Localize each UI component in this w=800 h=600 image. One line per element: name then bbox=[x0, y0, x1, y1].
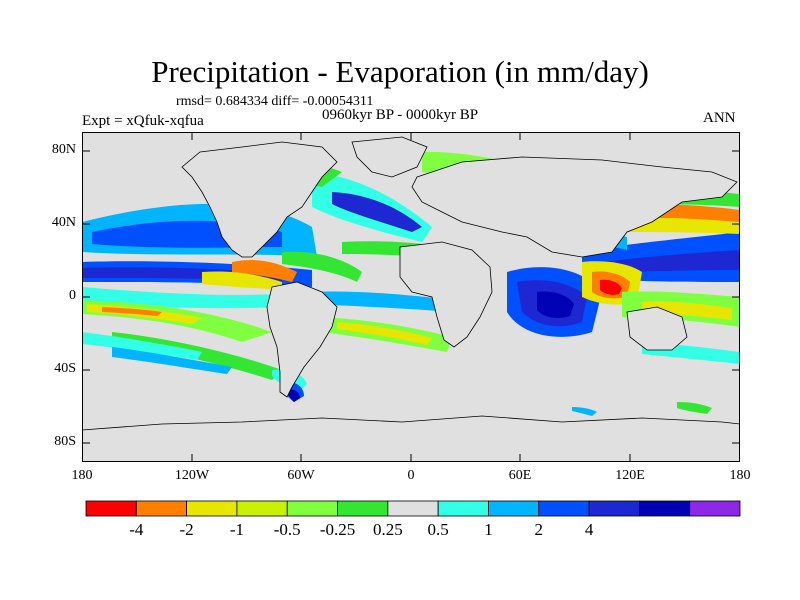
colorbar-swatch bbox=[538, 500, 590, 517]
colorbar-swatch bbox=[236, 500, 288, 517]
colorbar-tick-label: -0.25 bbox=[319, 520, 356, 539]
lon-label-60e: 60E bbox=[508, 468, 532, 483]
colorbar-swatch bbox=[337, 500, 389, 517]
lat-ticks bbox=[82, 150, 740, 444]
colorbar-tick-label: 1 bbox=[484, 520, 493, 539]
map-plot bbox=[82, 132, 740, 462]
chart-title: Precipitation - Evaporation (in mm/day) bbox=[151, 54, 649, 89]
lon-label-180e: 180 bbox=[729, 468, 751, 483]
period-label: 0960kyr BP - 0000kyr BP bbox=[322, 107, 479, 123]
colorbar-tick-label: 2 bbox=[534, 520, 544, 539]
lon-label-60w: 60W bbox=[287, 468, 315, 483]
lat-label-0: 0 bbox=[69, 288, 76, 303]
lon-label-0: 0 bbox=[407, 468, 415, 483]
colorbar bbox=[85, 500, 741, 517]
colorbar-tick-label: -4 bbox=[129, 520, 144, 539]
lat-label-80n: 80N bbox=[51, 142, 76, 157]
colorbar-swatch bbox=[689, 500, 741, 517]
stats-text: rmsd= 0.684334 diff= -0.00054311 bbox=[176, 94, 374, 109]
colorbar-swatch bbox=[85, 500, 137, 517]
colorbar-tick-label: -1 bbox=[229, 520, 244, 539]
land-coastlines bbox=[82, 136, 740, 462]
colorbar-swatch bbox=[387, 500, 439, 517]
colorbar-swatch bbox=[135, 500, 188, 517]
lon-ticks bbox=[191, 132, 631, 462]
lat-label-40s: 40S bbox=[54, 361, 76, 376]
colorbar-tick-label: -0.5 bbox=[273, 520, 301, 539]
lat-label-80s: 80S bbox=[54, 434, 76, 449]
lon-label-180w: 180 bbox=[71, 468, 93, 483]
colorbar-swatch bbox=[638, 500, 691, 517]
colorbar-tick-label: -2 bbox=[179, 520, 194, 539]
lon-label-120w: 120W bbox=[174, 468, 210, 483]
colorbar-tick-label: 4 bbox=[584, 520, 594, 539]
colorbar-tick-label: 0.5 bbox=[427, 520, 449, 539]
colorbar-swatch bbox=[286, 500, 338, 517]
colorbar-swatch bbox=[488, 500, 540, 517]
lon-label-120e: 120E bbox=[615, 468, 645, 483]
colorbar-swatch bbox=[186, 500, 238, 517]
colorbar-tick-label: 0.25 bbox=[372, 520, 403, 539]
colorbar-swatch bbox=[588, 500, 640, 517]
experiment-label: Expt = xQfuk-xqfua bbox=[82, 113, 204, 129]
lat-label-40n: 40N bbox=[51, 215, 76, 230]
season-label: ANN bbox=[703, 110, 736, 126]
colorbar-swatch bbox=[437, 500, 489, 517]
